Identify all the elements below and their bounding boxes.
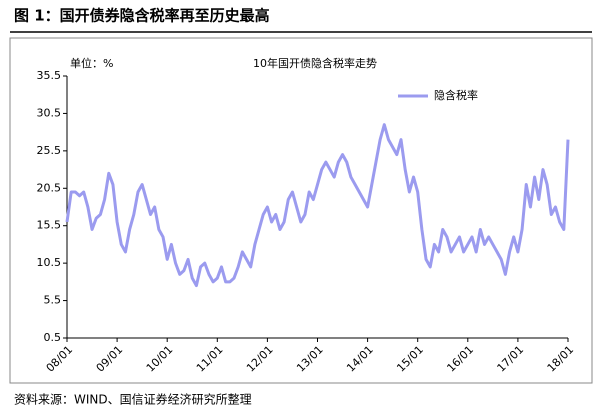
x-tick-label: 13/01	[294, 343, 326, 375]
y-tick-label: 15.5	[37, 219, 62, 232]
x-tick-label: 11/01	[194, 343, 226, 375]
chart-frame	[9, 37, 593, 384]
y-tick-label: 0.5	[44, 331, 62, 344]
chart-title: 10年国开债隐含税率走势	[253, 56, 377, 70]
x-tick-label: 08/01	[44, 343, 76, 375]
legend-label: 隐含税率	[434, 88, 478, 102]
x-tick-label: 10/01	[144, 343, 176, 375]
figure-title: 图 1：国开债券隐含税率再至历史最高	[14, 7, 270, 25]
y-tick-label: 25.5	[37, 144, 62, 157]
y-tick-label: 30.5	[37, 106, 62, 119]
y-tick-label: 10.5	[37, 256, 62, 269]
x-tick-label: 14/01	[344, 343, 376, 375]
x-tick-label: 18/01	[545, 343, 577, 375]
x-tick-label: 16/01	[444, 343, 476, 375]
y-tick-label: 20.5	[37, 181, 62, 194]
source-note: 资料来源：WIND、国信证券经济研究所整理	[14, 392, 252, 407]
x-tick-label: 09/01	[94, 343, 126, 375]
y-tick-label: 5.5	[44, 294, 62, 307]
unit-label: 单位：%	[70, 56, 113, 70]
x-tick-label: 15/01	[394, 343, 426, 375]
data-line	[65, 123, 570, 288]
x-tick-label: 17/01	[495, 343, 527, 375]
x-tick-label: 12/01	[244, 343, 276, 375]
y-tick-label: 35.5	[37, 69, 62, 82]
